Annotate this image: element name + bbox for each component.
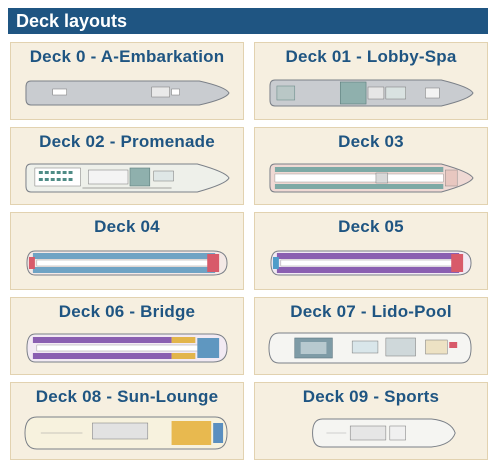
deck-plan-image [267, 160, 475, 196]
deck-title: Deck 03 [338, 132, 404, 151]
deck-title: Deck 06 - Bridge [58, 302, 196, 321]
deck-plan-image [23, 75, 231, 111]
deck-card-01[interactable]: Deck 01 - Lobby-Spa [254, 42, 488, 120]
deck-title: Deck 07 - Lido-Pool [290, 302, 452, 321]
deck-title: Deck 08 - Sun-Lounge [35, 387, 219, 406]
deck-title: Deck 0 - A-Embarkation [29, 47, 225, 66]
deck-plan-image [267, 415, 475, 451]
deck-card-06[interactable]: Deck 06 - Bridge [10, 297, 244, 375]
deck-plan-image [267, 245, 475, 281]
deck-title: Deck 01 - Lobby-Spa [285, 47, 457, 66]
deck-card-08[interactable]: Deck 08 - Sun-Lounge [10, 382, 244, 460]
deck-title: Deck 05 [338, 217, 404, 236]
deck-plan-image [23, 415, 231, 451]
deck-title: Deck 02 - Promenade [39, 132, 215, 151]
deck-card-05[interactable]: Deck 05 [254, 212, 488, 290]
deck-card-07[interactable]: Deck 07 - Lido-Pool [254, 297, 488, 375]
deck-card-02[interactable]: Deck 02 - Promenade [10, 127, 244, 205]
deck-card-09[interactable]: Deck 09 - Sports [254, 382, 488, 460]
deck-card-04[interactable]: Deck 04 [10, 212, 244, 290]
deck-plan-image [267, 330, 475, 366]
deck-title: Deck 04 [94, 217, 160, 236]
deck-plan-image [23, 160, 231, 196]
deck-plan-image [267, 75, 475, 111]
deck-card-03[interactable]: Deck 03 [254, 127, 488, 205]
section-header: Deck layouts [8, 8, 488, 34]
deck-plan-image [23, 330, 231, 366]
deck-grid: Deck 0 - A-Embarkation Deck 01 - Lobby-S… [10, 42, 494, 462]
deck-card-0[interactable]: Deck 0 - A-Embarkation [10, 42, 244, 120]
deck-title: Deck 09 - Sports [302, 387, 440, 406]
deck-plan-image [23, 245, 231, 281]
